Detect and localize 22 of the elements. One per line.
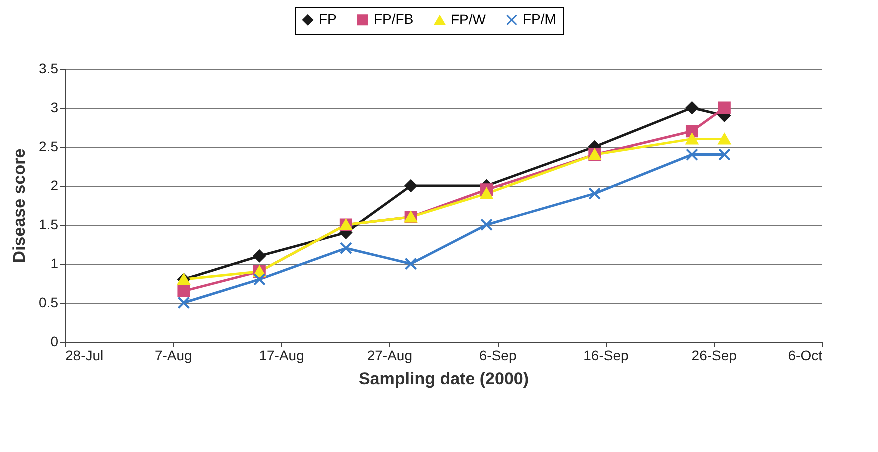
legend-label: FP — [319, 11, 337, 28]
x-tick-label: 28-Jul — [66, 348, 104, 364]
x-axis-title: Sampling date (2000) — [358, 370, 530, 388]
x-tick-label: 7-Aug — [154, 348, 192, 364]
x-tick-label: 17-Aug — [259, 348, 304, 364]
y-tick-label: 2 — [50, 178, 59, 194]
x-tick-label: 26-Sep — [692, 348, 738, 364]
y-tick-label: 1.5 — [39, 216, 59, 232]
x-tick-label: 16-Sep — [584, 348, 629, 364]
x-tick-label: 27-Aug — [367, 348, 413, 364]
y-tick-label: 2.5 — [39, 138, 59, 154]
x-tick-label: 6-Sep — [479, 348, 517, 364]
y-tick-label: 3.5 — [39, 60, 59, 76]
legend-label: FP/FB — [374, 11, 414, 28]
y-tick-label: 0 — [50, 334, 59, 350]
x-tick-label: 6-Oct — [788, 348, 823, 364]
legend-label: FP/W — [451, 11, 487, 28]
y-tick-label: 1 — [50, 256, 59, 272]
legend-label: FP/M — [523, 11, 556, 28]
y-tick-label: 0.5 — [39, 294, 59, 310]
y-tick-label: 3 — [50, 100, 59, 116]
y-axis-title: Disease score — [10, 148, 30, 264]
